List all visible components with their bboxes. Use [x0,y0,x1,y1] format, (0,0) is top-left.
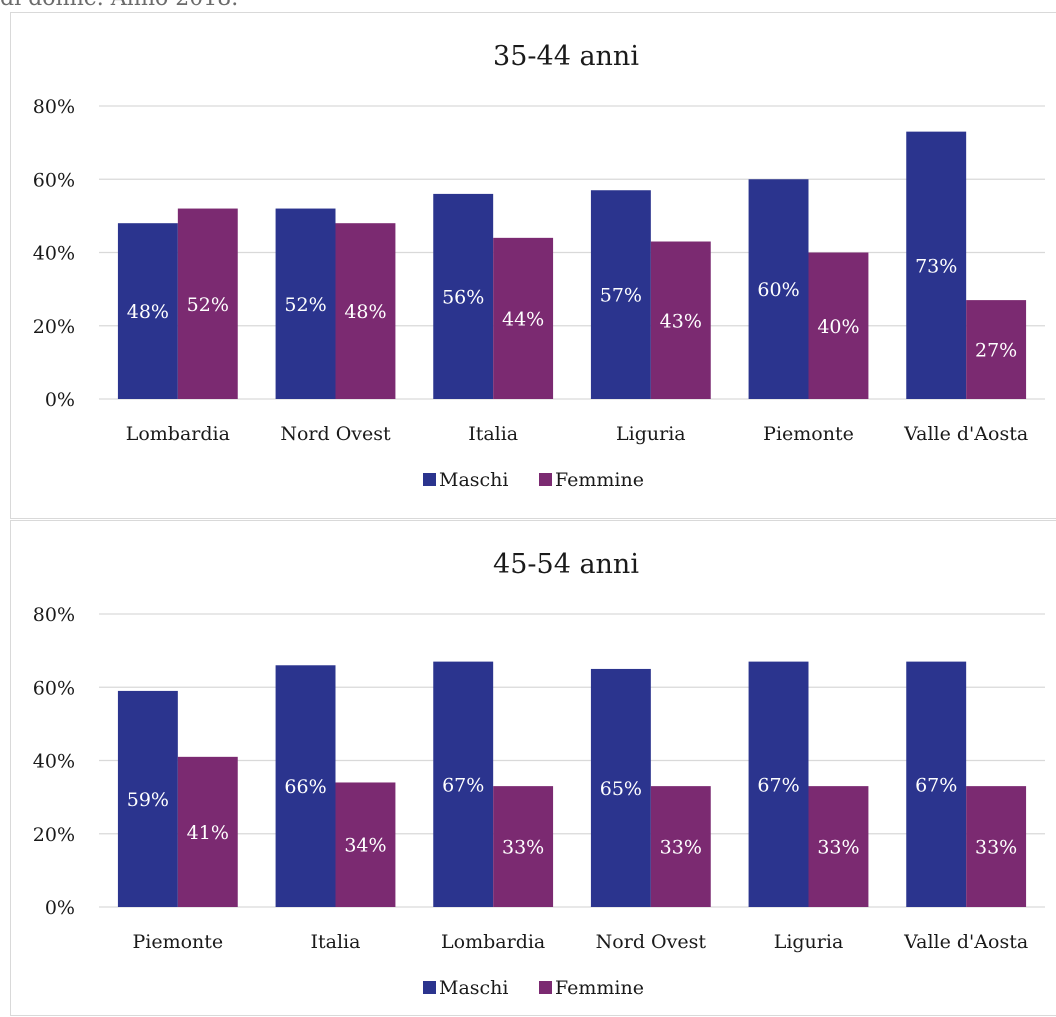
chart-title: 45-54 anni [493,549,639,580]
bar-femmine [177,208,238,399]
bar-femmine [650,241,711,399]
legend-swatch-femmine [539,981,552,994]
bar-value-label: 48% [344,301,386,323]
legend-swatch-maschi [423,473,436,486]
bar-femmine [335,782,396,907]
bar-value-label: 40% [817,316,859,338]
chart-35-44-svg: 35-44 anni 0% 20% 40% 60% 80% 48% 52% Lombardia 5… [33,41,1045,491]
bar-value-label: 27% [975,340,1017,362]
category-label: Valle d'Aosta [903,423,1028,445]
y-tick-label: 60% [33,169,75,191]
bar-maschi [117,690,178,907]
y-tick-label: 40% [33,243,75,265]
bar-value-label: 66% [284,776,326,798]
bar-value-label: 34% [344,835,386,857]
legend-label: Maschi [439,977,509,999]
bar-value-label: 33% [817,837,859,859]
legend-swatch-maschi [423,981,436,994]
bar-value-label: 44% [502,308,544,330]
bar-value-label: 41% [187,822,229,844]
bar-femmine [650,786,711,907]
y-tick-label: 20% [33,824,75,846]
bar-maschi [748,661,809,907]
figure-caption: di donne. Anno 2018. [0,0,1056,16]
bar-femmine [808,252,869,399]
bar-maschi [433,661,494,907]
chart-35-44: 35-44 anni 0% 20% 40% 60% 80% 48% 52% Lombardia 5… [10,12,1056,519]
bar-value-label: 67% [915,774,957,796]
bar-femmine [966,300,1027,399]
y-tick-label: 60% [33,677,75,699]
bar-value-label: 60% [757,279,799,301]
legend-label: Maschi [439,469,509,491]
bar-value-label: 33% [975,837,1017,859]
category-label: Italia [468,423,518,445]
bar-maschi [590,668,651,907]
legend-label: Femmine [555,469,644,491]
y-tick-label: 0% [45,389,75,411]
y-tick-label: 80% [33,96,75,118]
bar-maschi [906,661,967,907]
chart-45-54-svg: 45-54 anni 0% 20% 40% 60% 80% 59% 41% Piemonte 66… [33,549,1045,999]
category-label: Valle d'Aosta [903,931,1028,953]
category-label: Liguria [616,423,686,445]
bar-value-label: 33% [502,837,544,859]
bar-value-label: 59% [127,789,169,811]
bar-femmine [493,237,554,399]
bar-maschi [117,223,178,399]
category-label: Italia [311,931,361,953]
category-label: Piemonte [132,931,223,953]
category-label: Nord Ovest [596,931,707,953]
bar-value-label: 43% [660,310,702,332]
category-label: Piemonte [763,423,854,445]
legend-label: Femmine [555,977,644,999]
bar-value-label: 48% [127,301,169,323]
bar-value-label: 67% [757,774,799,796]
bar-maschi [275,665,336,907]
category-label: Nord Ovest [280,423,391,445]
bar-value-label: 73% [915,255,957,277]
bar-maschi [433,193,494,399]
bar-maschi [748,179,809,399]
y-tick-label: 20% [33,316,75,338]
bar-value-label: 67% [442,774,484,796]
bar-femmine [177,756,238,907]
category-label: Liguria [774,931,844,953]
bar-value-label: 57% [600,285,642,307]
bar-value-label: 52% [284,294,326,316]
bar-value-label: 65% [600,778,642,800]
legend-swatch-femmine [539,473,552,486]
bar-value-label: 33% [660,837,702,859]
bar-maschi [906,131,967,399]
category-label: Lombardia [126,423,230,445]
y-tick-label: 0% [45,897,75,919]
bar-femmine [808,786,869,907]
category-label: Lombardia [441,931,545,953]
bar-value-label: 52% [187,294,229,316]
chart-45-54: 45-54 anni 0% 20% 40% 60% 80% 59% 41% Piemonte 66… [10,520,1056,1016]
bar-maschi [590,190,651,399]
y-tick-label: 80% [33,604,75,626]
chart-title: 35-44 anni [493,41,639,72]
bar-femmine [966,786,1027,907]
bar-value-label: 56% [442,286,484,308]
y-tick-label: 40% [33,751,75,773]
bar-femmine [335,223,396,399]
bar-maschi [275,208,336,399]
bar-femmine [493,786,554,907]
